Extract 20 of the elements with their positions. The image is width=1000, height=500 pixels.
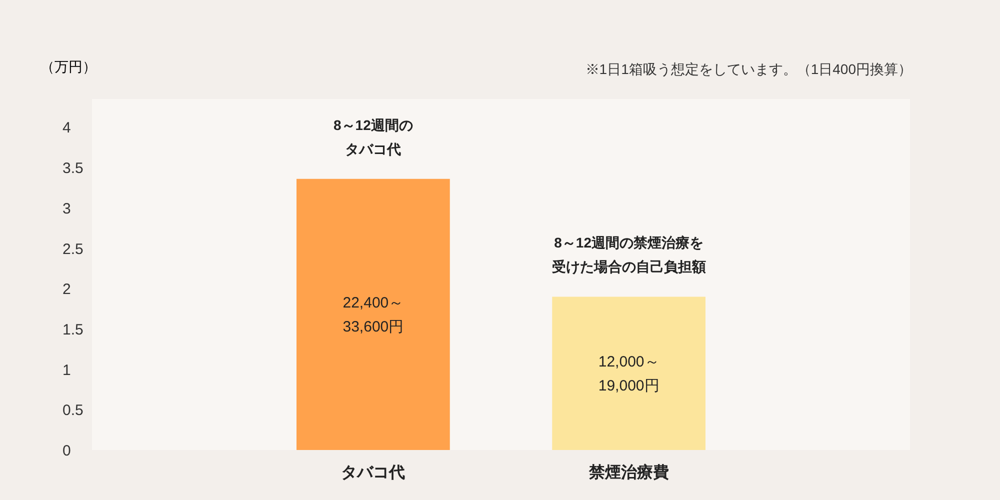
y-tick-label: 4: [62, 120, 71, 137]
y-tick-label: 1: [62, 362, 71, 379]
annotation: 8～12週間の禁煙治療を: [554, 234, 704, 251]
annotation: 12,000～: [598, 353, 660, 370]
annotation: タバコ代: [345, 140, 402, 157]
annotation: 22,400～: [342, 294, 404, 312]
y-tick-label: 1.5: [62, 321, 84, 338]
y-axis-title: （万円）: [40, 58, 96, 74]
annotation: 33,600円: [342, 318, 404, 336]
annotation: 8～12週間の: [334, 116, 413, 133]
y-tick-label: 2.5: [62, 240, 84, 258]
text: ※1日1箱吸う想定をしています。（1日400円換算）: [585, 61, 912, 77]
y-tick-label: 2: [62, 281, 71, 298]
y-tick-label: 0: [62, 442, 71, 460]
y-tick-label: 0.5: [62, 402, 84, 420]
annotation: 19,000円: [598, 377, 660, 394]
y-tick-label: 3.5: [62, 160, 84, 178]
annotation: 受けた場合の自己負担額: [550, 258, 706, 275]
y-tick-label: 3: [62, 200, 71, 218]
x-tick-label: 禁煙治療費: [588, 464, 669, 482]
